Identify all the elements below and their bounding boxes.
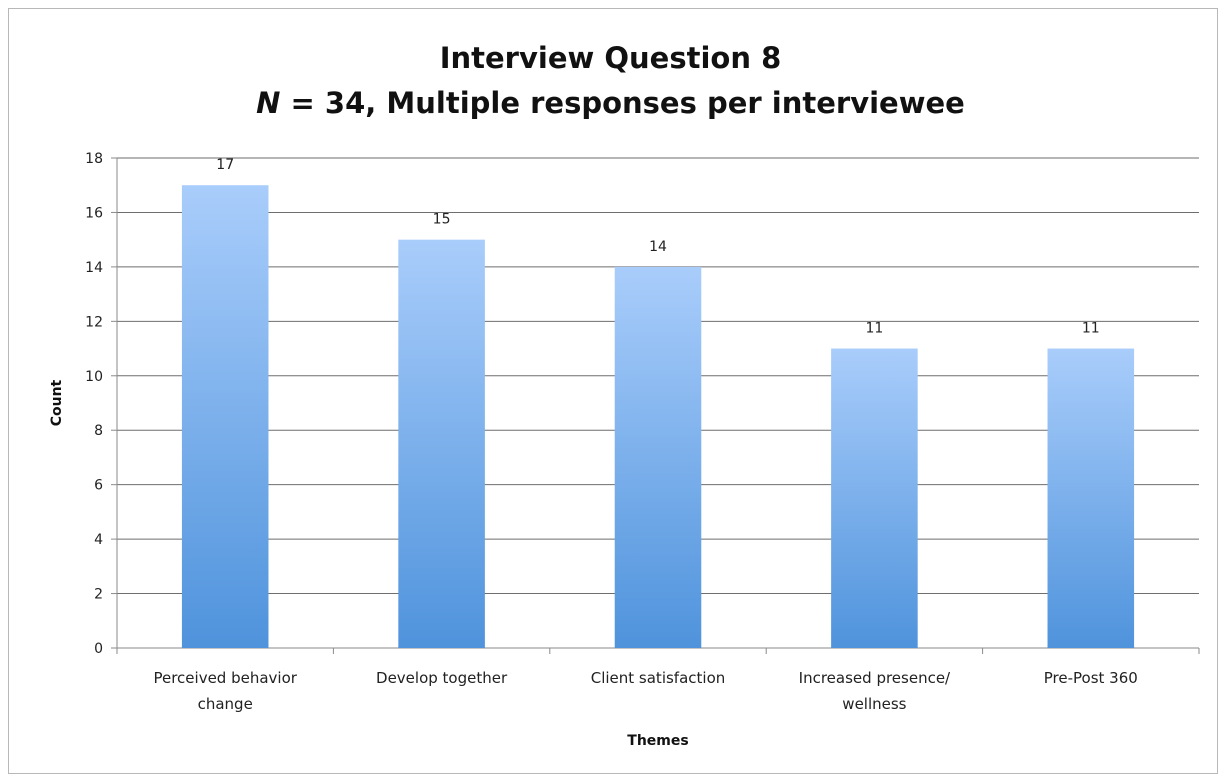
data-label: 11 (865, 321, 883, 337)
data-label: 15 (433, 212, 451, 228)
y-tick-label: 12 (85, 314, 103, 330)
bar (181, 185, 269, 648)
category-label-line: Pre-Post 360 (1044, 669, 1138, 687)
y-tick-label: 16 (85, 205, 103, 221)
chart-subtitle: N = 34, Multiple responses per interview… (0, 86, 1221, 120)
y-tick-label: 6 (94, 478, 103, 494)
category-label-line: Develop together (376, 669, 508, 687)
y-tick-label: 2 (94, 587, 103, 603)
bar (831, 348, 918, 648)
data-label: 11 (1082, 321, 1100, 337)
data-label: 17 (216, 157, 234, 173)
bar (398, 239, 485, 648)
bar (614, 266, 702, 648)
category-label: Perceived behavior change (153, 669, 297, 713)
chart-title: Interview Question 8 (439, 41, 782, 75)
y-tick-label: 8 (94, 423, 103, 439)
category-label-line: Client satisfaction (591, 669, 726, 687)
category-label-line: Increased presence/ (799, 669, 951, 687)
category-label-line: change (198, 695, 253, 713)
bar (1047, 348, 1135, 648)
category-label: Increased presence/wellness (799, 669, 951, 713)
subtitle-text: = 34, Multiple responses per interviewee (280, 86, 965, 120)
y-tick-label: 4 (94, 532, 103, 548)
y-tick-label: 0 (94, 641, 103, 657)
y-tick-label: 14 (85, 260, 103, 276)
y-tick-label: 18 (85, 151, 103, 167)
data-label: 14 (649, 239, 667, 255)
subtitle-n: N (256, 86, 281, 120)
category-label-line: Perceived behavior (153, 669, 297, 687)
category-label: Develop together (376, 669, 508, 687)
category-label: Client satisfaction (591, 669, 726, 687)
category-label: Pre-Post 360 (1044, 669, 1138, 687)
x-axis-label: Themes (627, 733, 688, 749)
y-tick-label: 10 (85, 369, 103, 385)
y-axis-label: Count (49, 379, 65, 426)
category-label-line: wellness (842, 695, 906, 713)
